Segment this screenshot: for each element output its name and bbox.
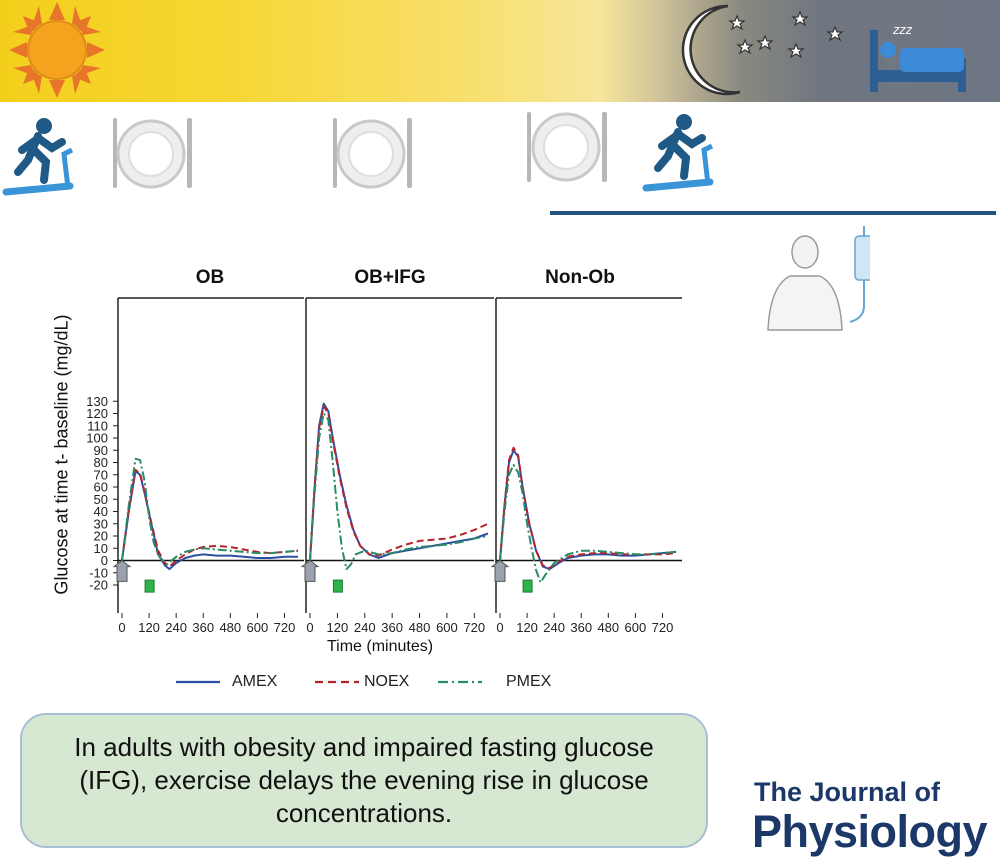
chart-legend — [176, 680, 482, 684]
exercise-marker — [522, 579, 533, 593]
svg-text:zzz: zzz — [892, 23, 913, 37]
x-tick-label: 600 — [625, 620, 647, 635]
dinner-plate-icon — [113, 118, 192, 189]
x-tick-label: 720 — [652, 620, 674, 635]
meal-marker-arrow — [112, 559, 132, 582]
series-line-noex — [121, 468, 299, 568]
key-finding-text: In adults with obesity and impaired fast… — [74, 732, 654, 828]
x-axis-label: Time (minutes) — [326, 638, 434, 655]
panel-title-non-ob: Non-Ob — [545, 267, 615, 288]
x-tick-label: 240 — [354, 620, 376, 635]
x-tick-label: 120 — [138, 620, 160, 635]
x-tick-label: 240 — [165, 620, 187, 635]
series-line-pmex — [121, 457, 299, 566]
y-tick-label: 30 — [94, 516, 108, 531]
x-tick-label: 240 — [543, 620, 565, 635]
y-tick-label: 0 — [101, 553, 108, 568]
day-night-banner — [0, 0, 1000, 102]
meal-marker-arrow — [300, 559, 320, 582]
panel-title-ob-ifg: OB+IFG — [354, 267, 426, 288]
y-tick-label: 70 — [94, 467, 108, 482]
y-tick-label: 120 — [86, 406, 108, 421]
key-finding-box: In adults with obesity and impaired fast… — [20, 713, 708, 848]
series-line-amex — [121, 470, 298, 571]
treadmill-runner-icon — [2, 118, 74, 196]
y-tick-label: 80 — [94, 455, 108, 470]
series-line-amex — [499, 449, 677, 571]
x-tick-label: 0 — [118, 620, 125, 635]
meal-marker-arrow — [490, 559, 510, 582]
x-tick-label: 600 — [247, 620, 269, 635]
y-tick-label: 130 — [86, 394, 108, 409]
panel-title-ob: OB — [195, 267, 225, 288]
x-tick-label: 480 — [219, 620, 241, 635]
treadmill-runner-icon — [642, 114, 714, 192]
x-tick-label: 0 — [496, 620, 503, 635]
legend-label-pmex: PMEX — [506, 673, 552, 690]
y-tick-label: 110 — [87, 418, 108, 433]
star-icon — [728, 10, 844, 59]
exercise-marker — [144, 579, 155, 593]
x-tick-label: 720 — [463, 620, 485, 635]
sun-icon — [9, 2, 105, 98]
y-tick-label: 90 — [94, 443, 108, 458]
iv-drip-patient-icon — [767, 226, 870, 331]
x-tick-label: 120 — [516, 620, 538, 635]
x-tick-label: 360 — [381, 620, 403, 635]
y-tick-label: 40 — [94, 504, 108, 519]
series-line-noex — [309, 405, 489, 561]
dinner-plate-icon — [333, 118, 412, 189]
y-tick-label: 50 — [94, 492, 108, 507]
y-tick-label: -20 — [89, 578, 108, 593]
sleeping-bed-icon: zzz — [870, 23, 966, 92]
x-tick-label: 480 — [597, 620, 619, 635]
y-tick-label: 20 — [94, 529, 108, 544]
moon-icon — [681, 4, 741, 96]
journal-name-line1: The Journal of — [754, 777, 941, 807]
series-line-pmex — [499, 463, 677, 584]
dinner-plate-icon — [527, 112, 607, 182]
x-tick-label: 600 — [436, 620, 458, 635]
legend-label-amex: AMEX — [232, 673, 278, 690]
x-tick-label: 0 — [306, 620, 313, 635]
x-tick-label: 360 — [192, 620, 214, 635]
x-tick-label: 720 — [274, 620, 296, 635]
y-tick-label: 10 — [94, 541, 108, 556]
x-tick-label: 360 — [570, 620, 592, 635]
legend-label-noex: NOEX — [364, 673, 410, 690]
x-tick-label: 480 — [409, 620, 431, 635]
y-tick-label: -10 — [89, 565, 108, 580]
y-tick-label: 60 — [94, 480, 108, 495]
y-tick-label: 100 — [86, 431, 108, 446]
timeline-illustration: zzz — [2, 2, 996, 215]
exercise-marker — [332, 579, 343, 593]
series-line-pmex — [309, 412, 489, 571]
x-tick-label: 120 — [327, 620, 349, 635]
series-line-amex — [309, 402, 489, 561]
journal-name-line2: Physiology — [752, 806, 988, 857]
